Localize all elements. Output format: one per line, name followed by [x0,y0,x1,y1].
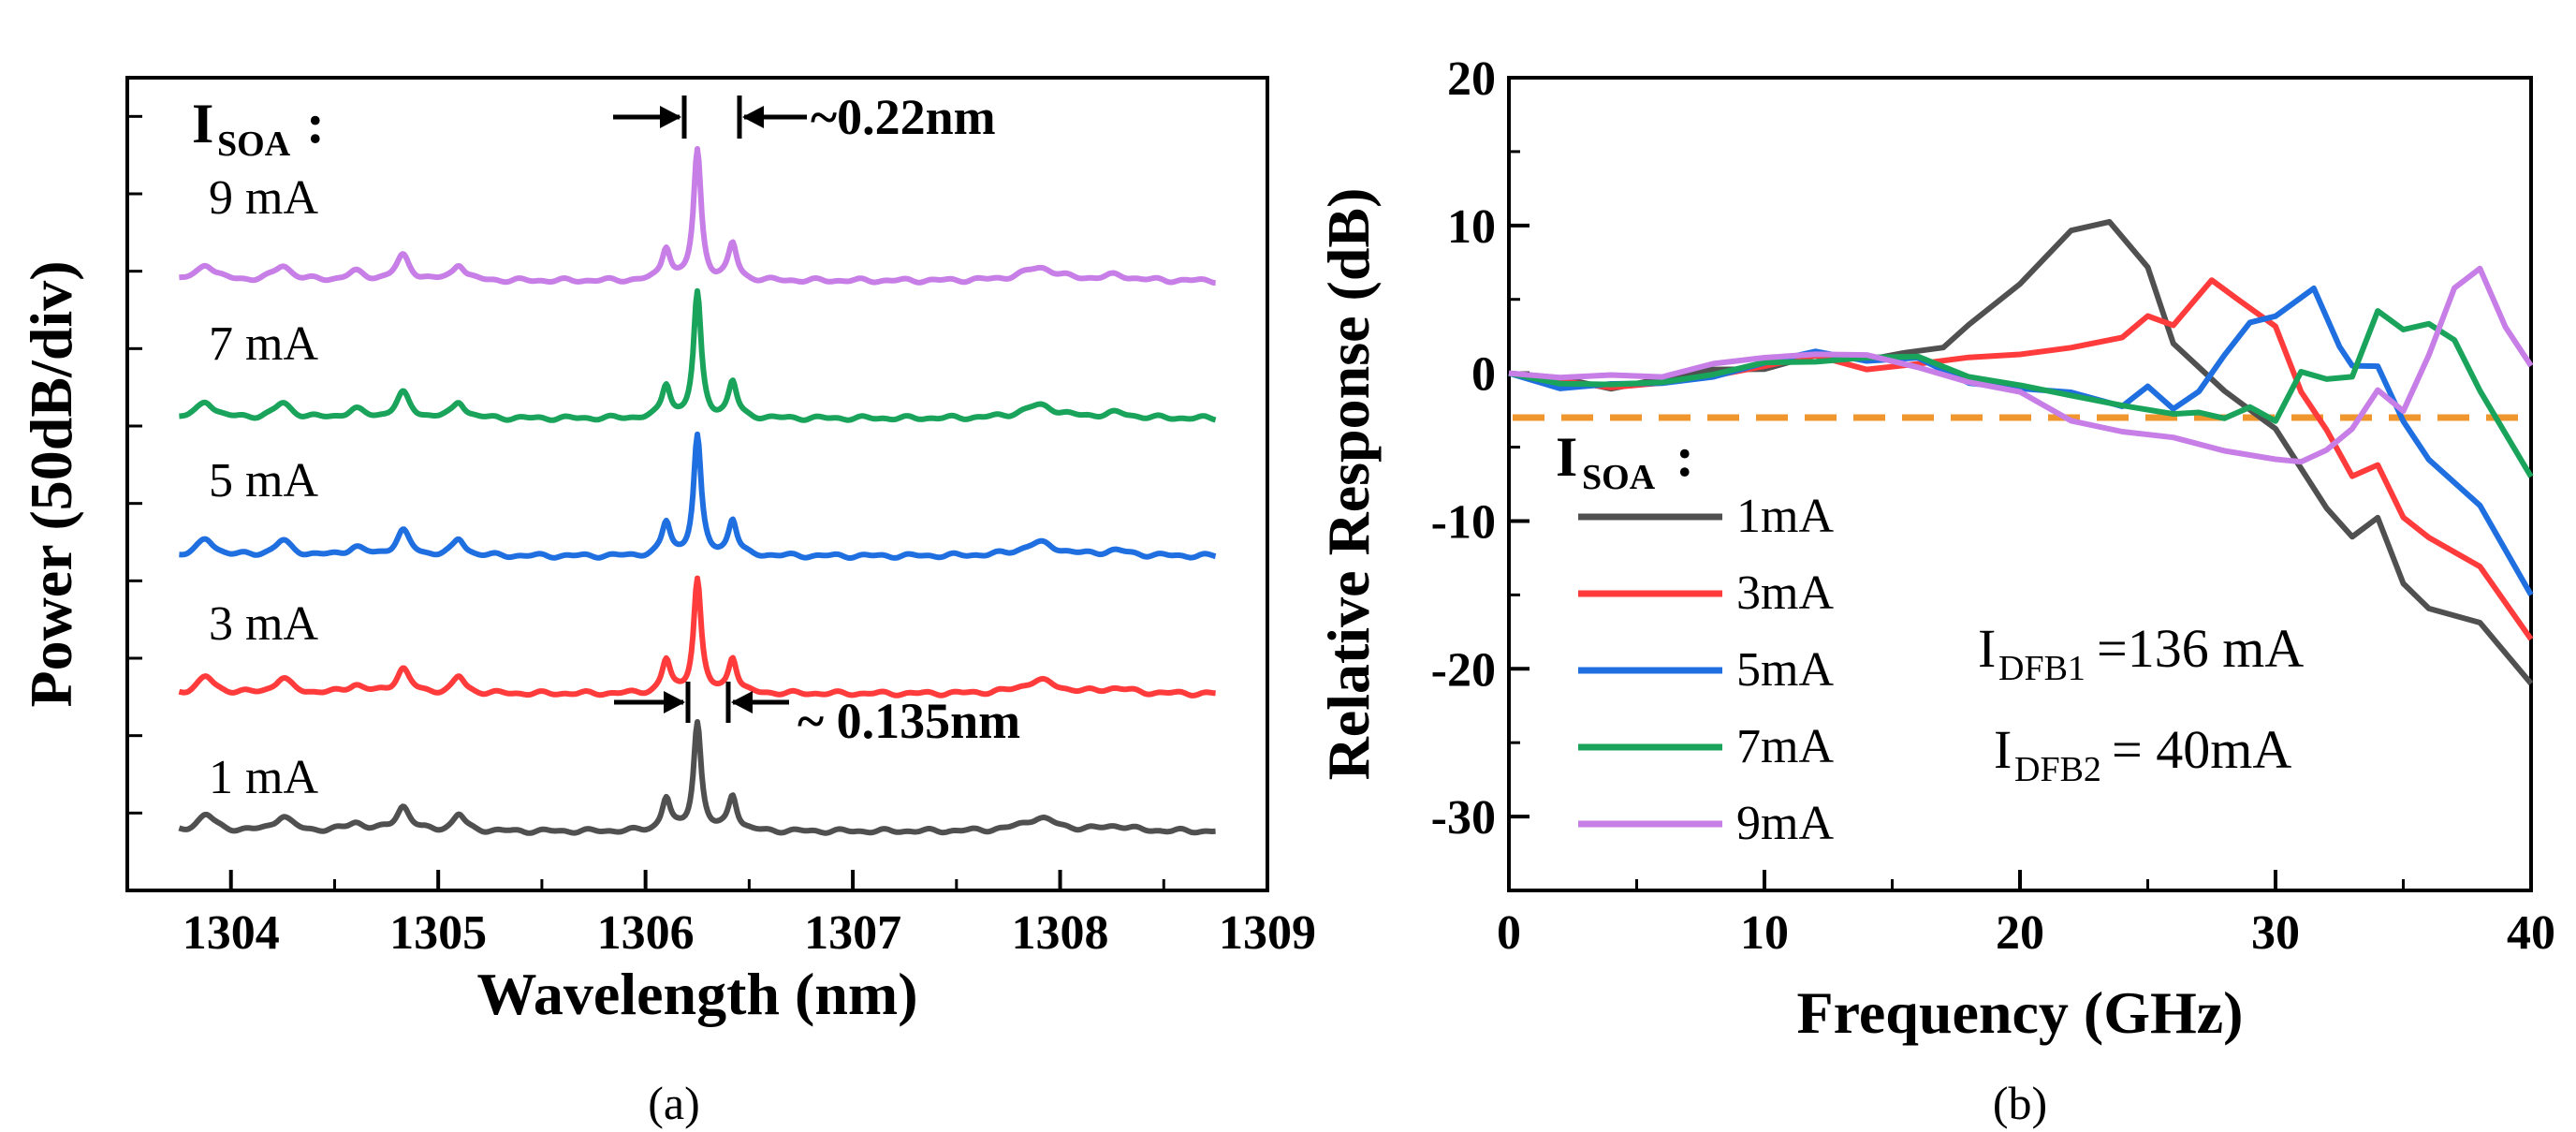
x-tick-label: 10 [1740,906,1789,960]
spectra [177,146,1218,836]
x-tick-label: 40 [2507,906,2555,960]
legend-title-b: I SOA : [1556,426,1694,497]
legend-title-sub: SOA [1582,458,1656,497]
x-tick-label: 1305 [389,906,487,960]
legend-title-colon: : [306,93,325,154]
response-9ma [1508,265,2534,465]
x-tick-labels-a: 1304 1305 1306 1307 1308 1309 [183,906,1316,960]
legend-b: I SOA : 1mA 3mA 5mA 7mA 9mA [1556,426,1834,850]
frequency-response-panel: 0 10 20 30 40 20 10 0 -10 -20 -30 Freque… [1315,52,2555,1129]
x-tick-labels-b: 0 10 20 30 40 [1497,906,2555,960]
y-axis-label-b: Relative Response (dB) [1315,188,1382,781]
y-tick-label: -20 [1431,643,1496,697]
x-tick-label: 30 [2251,906,2300,960]
linewidth-annotation-top: ~0.22nm [613,89,996,145]
legend-label-5ma: 5mA [1736,643,1834,697]
y-tick-label: -10 [1431,495,1496,549]
x-tick-label: 1306 [597,906,695,960]
y-tick-label: 10 [1447,200,1496,254]
dfb1-sub: DFB1 [1998,649,2086,688]
y-tick-label: 0 [1471,348,1496,402]
response-1ma [1508,218,2534,686]
legend-title-main: I [1556,426,1577,488]
dfb1-main: I [1978,618,1996,679]
spectrum-3ma [177,575,1218,698]
dfb2-value: = 40mA [2112,719,2291,780]
response-7ma [1508,308,2534,478]
legend-title-a: I SOA : [192,93,325,164]
x-tick-label: 1307 [804,906,901,960]
spectrum-5ma [177,431,1218,561]
series-label-1ma: 1 mA [209,751,318,804]
x-axis-label-b: Frequency (GHz) [1797,979,2244,1046]
legend-title-main: I [192,93,213,154]
spectrum-7ma [177,287,1218,423]
x-tick-label: 0 [1497,906,1521,960]
x-axis-label-a: Wavelength (nm) [476,961,917,1027]
spectrum-9ma [177,146,1218,287]
legend-title-sub: SOA [217,125,291,164]
x-tick-label: 1308 [1012,906,1109,960]
dfb1-value: =136 mA [2097,618,2304,679]
dfb2-main: I [1994,719,2012,780]
dfb2-sub: DFB2 [2014,750,2101,789]
spectrum-panel: 1304 1305 1306 1307 1308 1309 Wavelength… [18,76,1316,1129]
panel-label-b: (b) [1993,1077,2047,1129]
legend-swatches [1578,513,1722,828]
series-labels-a: 1 mA 3 mA 5 mA 7 mA 9 mA [209,171,318,804]
series-label-5ma: 5 mA [209,454,318,507]
x-tick-label: 20 [1996,906,2044,960]
annotation-0135nm: ~ 0.135nm [798,693,1020,749]
legend-label-7ma: 7mA [1736,720,1834,773]
y-ticks-a [127,114,142,815]
series-label-7ma: 7 mA [209,317,318,371]
series-label-9ma: 9 mA [209,171,318,225]
y-tick-labels-b: 20 10 0 -10 -20 -30 [1431,52,1496,845]
x-tick-label: 1304 [183,906,280,960]
plot-frame-a [125,76,1269,892]
y-tick-label: -30 [1431,791,1496,845]
legend-labels: 1mA 3mA 5mA 7mA 9mA [1736,490,1834,850]
y-axis-label-a: Power (50dB/div) [18,260,84,707]
annotation-022nm: ~0.22nm [811,89,996,145]
spectrum-1ma [177,719,1218,836]
dfb1-annotation: I DFB1 =136 mA [1978,618,2304,688]
y-tick-label: 20 [1447,52,1496,106]
panel-label-a: (a) [648,1077,700,1129]
x-ticks-a [228,870,1269,890]
series-label-3ma: 3 mA [209,597,318,651]
legend-label-3ma: 3mA [1736,566,1834,620]
response-curves [1508,218,2534,686]
legend-label-1ma: 1mA [1736,490,1834,543]
dfb2-annotation: I DFB2 = 40mA [1994,719,2291,789]
legend-label-9ma: 9mA [1736,797,1834,850]
legend-title-colon: : [1676,426,1694,488]
linewidth-annotation-bottom: ~ 0.135nm [614,682,1020,749]
x-tick-label: 1309 [1219,906,1316,960]
